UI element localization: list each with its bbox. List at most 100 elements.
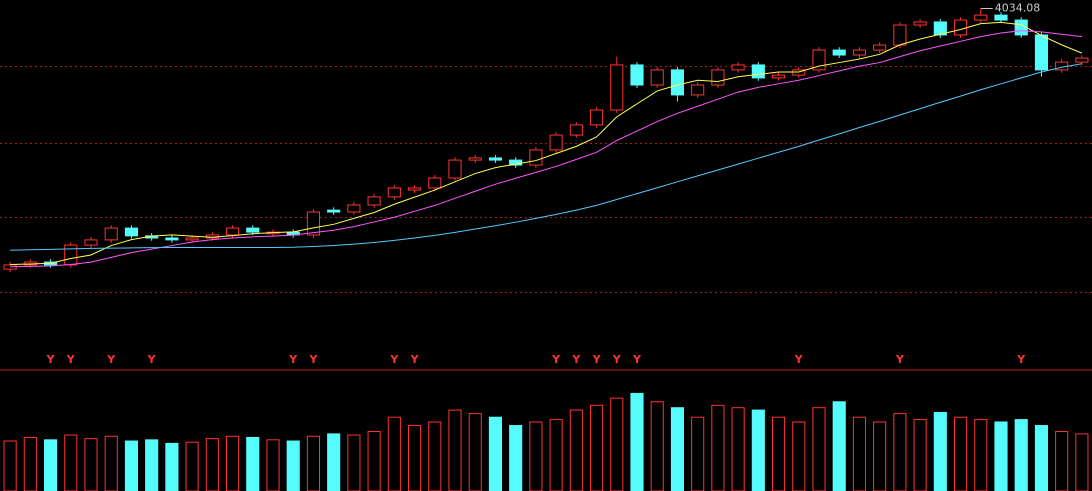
volume-bar — [327, 433, 341, 491]
volume-bar — [529, 421, 543, 491]
signal-label: Y — [66, 353, 76, 366]
volume-bar — [691, 416, 705, 491]
volume-bar — [286, 440, 300, 491]
volume-bar — [873, 421, 887, 491]
volume-bar — [1014, 419, 1028, 491]
volume-bar — [124, 440, 139, 491]
candle-body — [589, 109, 604, 126]
volume-bar — [792, 421, 806, 491]
volume-bar — [670, 407, 685, 491]
volume-bar — [509, 425, 523, 491]
candle-body — [771, 74, 786, 79]
candle-body — [650, 69, 664, 86]
candle-body — [488, 157, 503, 161]
volume-bar — [43, 439, 58, 491]
signal-label: Y — [895, 353, 905, 366]
candle-body — [185, 237, 199, 241]
volume-bar — [913, 419, 927, 491]
candle-body — [670, 69, 685, 96]
candle-body — [1075, 57, 1089, 63]
signal-label: Y — [612, 353, 622, 366]
volume-bar — [751, 409, 765, 491]
volume-bar — [650, 401, 664, 491]
candle-body — [246, 227, 260, 233]
candle-body — [933, 21, 947, 36]
volume-bar — [852, 416, 867, 491]
candle-body — [913, 21, 927, 26]
volume-bar — [1034, 425, 1049, 491]
volume-bar — [84, 438, 98, 491]
candle-body — [994, 14, 1008, 21]
moving-average — [10, 30, 1082, 268]
candle-body — [1034, 34, 1049, 71]
candle-body — [569, 124, 583, 136]
candle-body — [691, 84, 705, 96]
volume-bar — [64, 434, 78, 491]
signal-label: Y — [794, 353, 804, 366]
volume-bar — [771, 416, 786, 491]
volume-bar — [488, 416, 503, 491]
candle-body — [711, 69, 725, 86]
candle-body — [731, 64, 745, 71]
signal-label: Y — [571, 353, 581, 366]
candle-body — [367, 196, 381, 206]
signal-label: Y — [308, 353, 318, 366]
candle-body — [104, 227, 118, 241]
volume-bar — [569, 409, 583, 491]
volume-bar — [994, 421, 1008, 491]
volume-bar — [387, 416, 401, 491]
signal-label: Y — [389, 353, 399, 366]
candle-body — [407, 187, 422, 191]
volume-bar — [893, 413, 907, 491]
signal-label: Y — [46, 353, 56, 366]
volume-bar — [367, 431, 381, 491]
volume-bar — [225, 435, 240, 491]
candle-body — [529, 149, 543, 166]
signal-label: Y — [592, 353, 602, 366]
signal-label: Y — [288, 353, 298, 366]
volume-bar — [347, 434, 361, 491]
candle-body — [327, 209, 341, 213]
volume-bar — [468, 413, 482, 491]
signal-label: Y — [1016, 353, 1026, 366]
volume-bar — [165, 442, 179, 491]
volume-bar — [953, 416, 968, 491]
volume-bar — [1055, 431, 1069, 491]
volume-bar — [266, 439, 280, 491]
candle-body — [64, 244, 78, 266]
candle-body — [630, 64, 644, 86]
candle-body — [974, 14, 988, 21]
max-price-label: 4034.08 — [995, 1, 1041, 14]
candle-body — [165, 237, 179, 241]
candle-body — [124, 227, 139, 237]
candle-body — [832, 49, 846, 56]
moving-average — [10, 63, 1082, 251]
candle-body — [387, 187, 401, 198]
volume-bar — [104, 435, 118, 491]
candle-body — [347, 204, 361, 213]
candle-body — [873, 44, 887, 51]
volume-bar — [1075, 433, 1089, 491]
signal-label: Y — [551, 353, 561, 366]
volume-bar — [145, 439, 159, 491]
signal-label: Y — [410, 353, 420, 366]
candle-body — [812, 49, 826, 71]
volume-bar — [549, 419, 563, 491]
volume-bar — [3, 440, 17, 491]
volume-bar — [407, 425, 422, 491]
candle-body — [468, 157, 482, 161]
volume-bar — [428, 421, 442, 491]
candle-body — [610, 64, 624, 111]
volume-bar — [610, 397, 624, 491]
volume-bar — [205, 438, 219, 491]
volume-bar — [185, 441, 199, 491]
volume-bar — [832, 401, 846, 491]
volume-bar — [974, 419, 988, 491]
volume-bar — [448, 409, 462, 491]
candle-body — [549, 134, 563, 151]
volume-bar — [246, 436, 260, 491]
volume-bar — [812, 407, 826, 491]
volume-bar — [711, 404, 725, 491]
